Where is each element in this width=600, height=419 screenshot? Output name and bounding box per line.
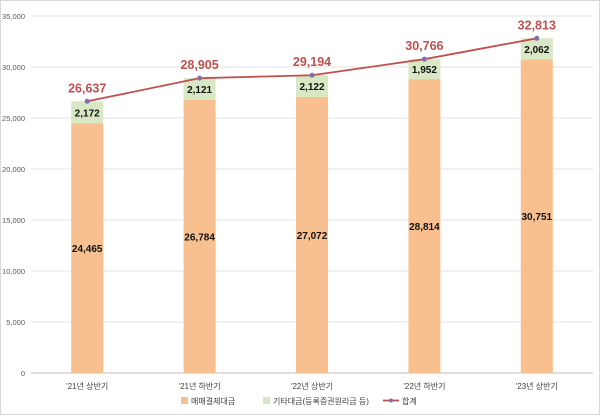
x-tick-label: '22년 상반기 bbox=[291, 381, 333, 391]
other-value-label: 1,952 bbox=[412, 65, 437, 76]
total-value-label: 28,905 bbox=[180, 58, 218, 72]
total-point bbox=[197, 75, 203, 81]
x-tick-label: '21년 하반기 bbox=[179, 381, 221, 391]
x-tick-label: '23년 상반기 bbox=[516, 381, 558, 391]
total-value-label: 29,194 bbox=[293, 55, 331, 69]
total-value-label: 32,813 bbox=[518, 18, 556, 32]
legend-label-settlement: 매매결제대금 bbox=[191, 396, 235, 406]
y-tick-label: 25,000 bbox=[2, 114, 25, 123]
y-tick-label: 30,000 bbox=[2, 63, 25, 72]
y-tick-label: 5,000 bbox=[6, 318, 25, 327]
y-tick-label: 15,000 bbox=[2, 216, 25, 225]
total-point bbox=[534, 35, 540, 41]
y-tick-label: 35,000 bbox=[2, 12, 25, 21]
x-axis-ticks: '21년 상반기 '21년 하반기 '22년 상반기 '22년 하반기 '23년 상반기 bbox=[66, 381, 558, 391]
bar-settlement bbox=[183, 99, 216, 374]
data-labels: 24,465 2,172 26,784 2,121 27,072 2,122 28,814 1… bbox=[68, 18, 556, 255]
x-tick-label: '22년 하반기 bbox=[403, 381, 445, 391]
total-point bbox=[421, 56, 427, 62]
y-axis-ticks: 0 5,000 10,000 15,000 20,000 25,000 30,000 35,0… bbox=[2, 12, 25, 378]
y-tick-label: 20,000 bbox=[2, 165, 25, 174]
bar-other bbox=[71, 101, 104, 124]
bar-settlement bbox=[408, 79, 441, 373]
bar-other bbox=[408, 59, 441, 80]
settlement-value-label: 26,784 bbox=[184, 232, 215, 243]
y-tick-label: 0 bbox=[21, 369, 25, 378]
settlement-value-label: 27,072 bbox=[297, 231, 328, 242]
total-value-label: 26,637 bbox=[68, 81, 106, 95]
total-line bbox=[84, 35, 540, 104]
legend-marker-total bbox=[389, 398, 393, 403]
bar-other bbox=[296, 75, 328, 97]
bar-settlement bbox=[520, 59, 553, 373]
total-point bbox=[309, 72, 315, 78]
other-value-label: 2,122 bbox=[299, 82, 324, 93]
bar-settlement bbox=[71, 123, 104, 373]
legend-swatch-settlement bbox=[181, 397, 188, 404]
legend-swatch-other bbox=[263, 397, 270, 404]
settlement-value-label: 28,814 bbox=[409, 222, 440, 233]
total-value-label: 30,766 bbox=[405, 39, 443, 53]
settlement-value-label: 30,751 bbox=[522, 212, 553, 223]
y-tick-label: 10,000 bbox=[2, 267, 25, 276]
legend-label-total: 합계 bbox=[402, 396, 417, 406]
other-value-label: 2,172 bbox=[75, 108, 100, 119]
bar-other bbox=[520, 38, 553, 60]
total-point bbox=[84, 98, 90, 104]
legend-label-other: 기타대금(등록증권원리금 등) bbox=[273, 396, 369, 406]
legend: 매매결제대금 기타대금(등록증권원리금 등) 합계 bbox=[181, 396, 417, 406]
x-tick-label: '21년 상반기 bbox=[66, 381, 108, 391]
other-value-label: 2,121 bbox=[187, 85, 212, 96]
bar-settlement bbox=[296, 96, 328, 373]
bar-other bbox=[183, 78, 216, 100]
settlement-value-label: 24,465 bbox=[72, 244, 103, 255]
other-value-label: 2,062 bbox=[524, 45, 549, 56]
bars bbox=[71, 38, 553, 374]
